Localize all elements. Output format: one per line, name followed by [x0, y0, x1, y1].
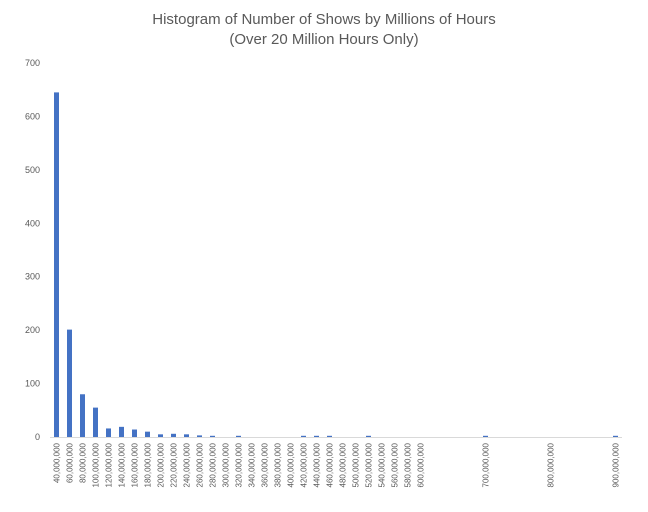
x-tick-label: 80,000,000	[79, 442, 88, 483]
histogram-bar	[158, 434, 163, 437]
histogram-bar	[613, 435, 618, 437]
x-tick-label: 440,000,000	[313, 442, 322, 487]
x-tick-label: 60,000,000	[66, 442, 75, 483]
histogram-bar	[106, 428, 111, 437]
x-tick-label: 100,000,000	[92, 442, 101, 487]
histogram-bar	[197, 435, 202, 437]
y-tick-label: 200	[25, 325, 40, 335]
histogram-bar	[366, 435, 371, 437]
histogram-bar	[171, 433, 176, 437]
x-tick-label: 560,000,000	[391, 442, 400, 487]
x-tick-label: 260,000,000	[196, 442, 205, 487]
x-tick-label: 900,000,000	[612, 442, 621, 487]
x-tick-label: 200,000,000	[157, 442, 166, 487]
x-tick-label: 700,000,000	[482, 442, 491, 487]
x-tick-label: 580,000,000	[404, 442, 413, 487]
x-tick-label: 500,000,000	[352, 442, 361, 487]
histogram-bar	[184, 434, 189, 437]
x-tick-label: 300,000,000	[222, 442, 231, 487]
histogram-bar	[80, 394, 85, 437]
histogram-bar	[483, 435, 488, 437]
x-tick-label: 380,000,000	[274, 442, 283, 487]
histogram-bar	[236, 435, 241, 437]
histogram-bar	[119, 426, 124, 437]
x-tick-label: 340,000,000	[248, 442, 257, 487]
x-tick-label: 220,000,000	[170, 442, 179, 487]
y-tick-label: 100	[25, 379, 40, 389]
x-tick-label: 460,000,000	[326, 442, 335, 487]
x-tick-label: 520,000,000	[365, 442, 374, 487]
x-tick-label: 420,000,000	[300, 442, 309, 487]
histogram-bar	[314, 435, 319, 437]
histogram-bar	[327, 435, 332, 437]
y-tick-label: 700	[25, 58, 40, 68]
x-tick-label: 480,000,000	[339, 442, 348, 487]
histogram-bar	[93, 407, 98, 437]
x-tick-label: 120,000,000	[105, 442, 114, 487]
chart-title-block: Histogram of Number of Shows by Millions…	[0, 10, 648, 50]
y-tick-label: 500	[25, 165, 40, 175]
x-tick-label: 180,000,000	[144, 442, 153, 487]
y-tick-label: 0	[35, 432, 40, 442]
x-tick-label: 360,000,000	[261, 442, 270, 487]
x-tick-label: 800,000,000	[547, 442, 556, 487]
chart-title: Histogram of Number of Shows by Millions…	[152, 11, 496, 28]
x-tick-label: 320,000,000	[235, 442, 244, 487]
x-tick-label: 140,000,000	[118, 442, 127, 487]
histogram-bar	[145, 431, 150, 437]
x-tick-label: 240,000,000	[183, 442, 192, 487]
x-tick-label: 40,000,000	[53, 442, 62, 483]
x-tick-label: 400,000,000	[287, 442, 296, 487]
histogram-bar	[54, 92, 59, 437]
x-tick-label: 600,000,000	[417, 442, 426, 487]
y-tick-label: 400	[25, 218, 40, 228]
histogram-bar	[132, 429, 137, 437]
y-tick-label: 600	[25, 111, 40, 121]
x-tick-label: 160,000,000	[131, 442, 140, 487]
chart-subtitle: (Over 20 Million Hours Only)	[229, 31, 419, 48]
x-tick-label: 540,000,000	[378, 442, 387, 487]
x-tick-label: 280,000,000	[209, 442, 218, 487]
histogram-bar	[301, 435, 306, 437]
histogram-bar	[67, 329, 72, 437]
y-tick-label: 300	[25, 272, 40, 282]
histogram-bar	[210, 435, 215, 437]
